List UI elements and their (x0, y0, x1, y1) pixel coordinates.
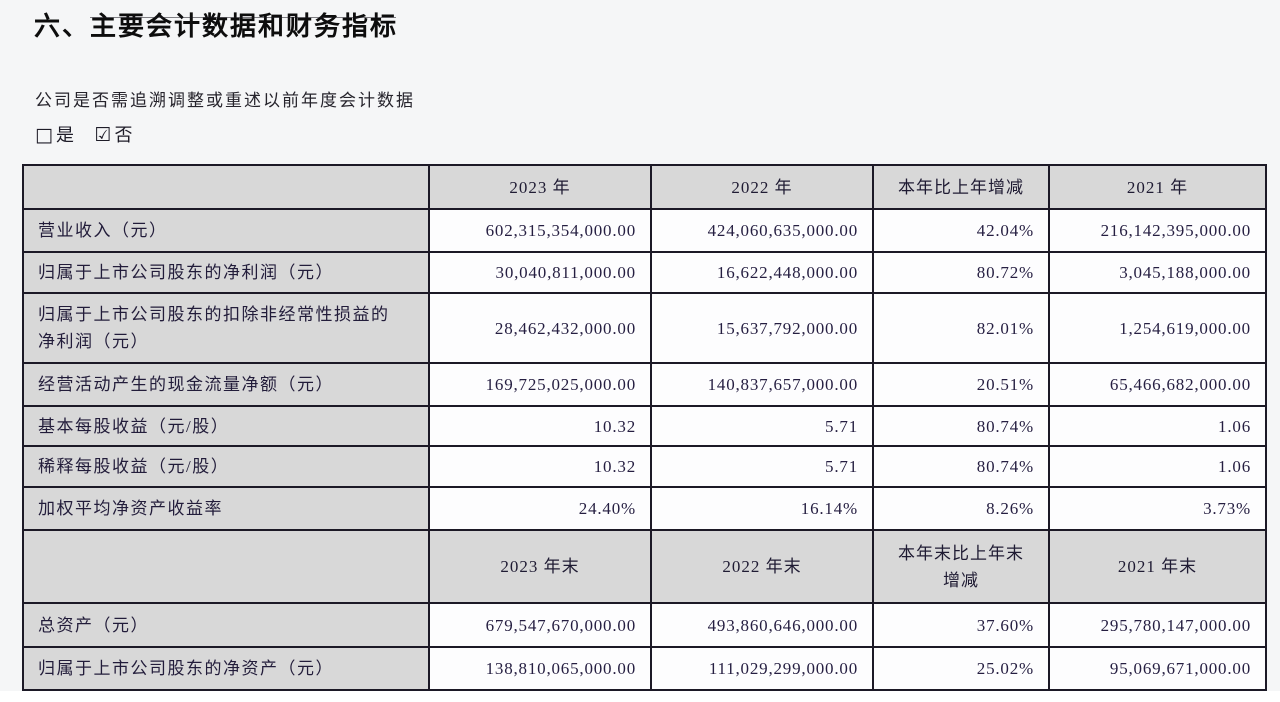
value-2021: 1.06 (1048, 405, 1267, 447)
yoy-change: 82.01% (872, 292, 1050, 364)
value-2023: 10.32 (428, 405, 652, 447)
value-2021: 3.73% (1048, 486, 1267, 531)
header-blank (22, 529, 430, 604)
option-no: ☑ 否 (94, 124, 134, 146)
header-blank (22, 164, 430, 210)
yoy-change: 8.26% (872, 486, 1050, 531)
page-bottom-margin (0, 691, 1280, 702)
value-2021: 95,069,671,000.00 (1048, 646, 1267, 691)
metric-label: 归属于上市公司股东的净资产（元） (22, 646, 430, 691)
metric-label: 稀释每股收益（元/股） (22, 445, 430, 488)
option-yes-label: 是 (55, 125, 75, 145)
yoy-change: 25.02% (872, 646, 1050, 691)
header-2021-year-end: 2021 年末 (1048, 529, 1267, 604)
metric-label: 总资产（元） (22, 602, 430, 648)
value-2023: 30,040,811,000.00 (428, 251, 652, 294)
yoy-change: 37.60% (872, 602, 1050, 648)
value-2022: 5.71 (650, 405, 874, 447)
table-row-operating-cash-flow: 经营活动产生的现金流量净额（元） 169,725,025,000.00 140,… (22, 362, 1267, 407)
value-2023: 138,810,065,000.00 (428, 646, 652, 691)
table-row-total-assets: 总资产（元） 679,547,670,000.00 493,860,646,00… (22, 602, 1267, 648)
value-2022: 140,837,657,000.00 (650, 362, 874, 407)
value-2022: 111,029,299,000.00 (650, 646, 874, 691)
yoy-change: 42.04% (872, 208, 1050, 253)
header-2022: 2022 年 (650, 164, 874, 210)
table-row-net-profit: 归属于上市公司股东的净利润（元） 30,040,811,000.00 16,62… (22, 251, 1267, 294)
value-2023: 10.32 (428, 445, 652, 488)
table-header-year-end: 2023 年末 2022 年末 本年末比上年末增减 2021 年末 (22, 529, 1267, 604)
value-2022: 16.14% (650, 486, 874, 531)
restatement-options: □ 是 ☑ 否 (35, 121, 148, 147)
metric-label: 营业收入（元） (22, 208, 430, 253)
value-2021: 1.06 (1048, 445, 1267, 488)
header-year-end-change: 本年末比上年末增减 (872, 529, 1050, 604)
header-2023-year-end: 2023 年末 (428, 529, 652, 604)
metric-label: 归属于上市公司股东的净利润（元） (22, 251, 430, 294)
table-row-weighted-avg-roe: 加权平均净资产收益率 24.40% 16.14% 8.26% 3.73% (22, 486, 1267, 531)
table-row-net-profit-excl-nonrecurring: 归属于上市公司股东的扣除非经常性损益的净利润（元） 28,462,432,000… (22, 292, 1267, 364)
value-2021: 1,254,619,000.00 (1048, 292, 1267, 364)
metric-label: 经营活动产生的现金流量净额（元） (22, 362, 430, 407)
restatement-question: 公司是否需追溯调整或重述以前年度会计数据 (35, 91, 415, 110)
table-row-basic-eps: 基本每股收益（元/股） 10.32 5.71 80.74% 1.06 (22, 405, 1267, 447)
header-2023: 2023 年 (428, 164, 652, 210)
value-2021: 216,142,395,000.00 (1048, 208, 1267, 253)
value-2023: 169,725,025,000.00 (428, 362, 652, 407)
metric-label: 加权平均净资产收益率 (22, 486, 430, 531)
yoy-change: 80.72% (872, 251, 1050, 294)
option-no-label: 否 (114, 125, 134, 145)
section-title-text: 主要会计数据和财务指标 (90, 6, 398, 43)
header-2022-year-end: 2022 年末 (650, 529, 874, 604)
table-row-revenue: 营业收入（元） 602,315,354,000.00 424,060,635,0… (22, 208, 1267, 253)
value-2023: 602,315,354,000.00 (428, 208, 652, 253)
value-2021: 3,045,188,000.00 (1048, 251, 1267, 294)
value-2023: 28,462,432,000.00 (428, 292, 652, 364)
checkbox-checked-icon: ☑ (94, 124, 113, 146)
header-yoy-change: 本年比上年增减 (872, 164, 1050, 210)
yoy-change: 80.74% (872, 405, 1050, 447)
financial-indicators-table: 2023 年 2022 年 本年比上年增减 2021 年 营业收入（元） 602… (22, 164, 1267, 691)
value-2021: 295,780,147,000.00 (1048, 602, 1267, 648)
section-title: 六、主要会计数据和财务指标 (34, 6, 398, 43)
value-2022: 16,622,448,000.00 (650, 251, 874, 294)
table-row-diluted-eps: 稀释每股收益（元/股） 10.32 5.71 80.74% 1.06 (22, 445, 1267, 488)
value-2023: 679,547,670,000.00 (428, 602, 652, 648)
option-yes: □ 是 (35, 124, 75, 146)
table-header-annual: 2023 年 2022 年 本年比上年增减 2021 年 (22, 164, 1267, 210)
value-2022: 493,860,646,000.00 (650, 602, 874, 648)
section-number: 六、 (34, 11, 91, 41)
yoy-change: 80.74% (872, 445, 1050, 488)
yoy-change: 20.51% (872, 362, 1050, 407)
metric-label: 归属于上市公司股东的扣除非经常性损益的净利润（元） (22, 292, 430, 364)
value-2022: 424,060,635,000.00 (650, 208, 874, 253)
value-2021: 65,466,682,000.00 (1048, 362, 1267, 407)
value-2023: 24.40% (428, 486, 652, 531)
checkbox-unchecked-icon: □ (35, 124, 54, 146)
value-2022: 5.71 (650, 445, 874, 488)
value-2022: 15,637,792,000.00 (650, 292, 874, 364)
metric-label: 基本每股收益（元/股） (22, 405, 430, 447)
table-row-net-assets: 归属于上市公司股东的净资产（元） 138,810,065,000.00 111,… (22, 646, 1267, 691)
header-2021: 2021 年 (1048, 164, 1267, 210)
